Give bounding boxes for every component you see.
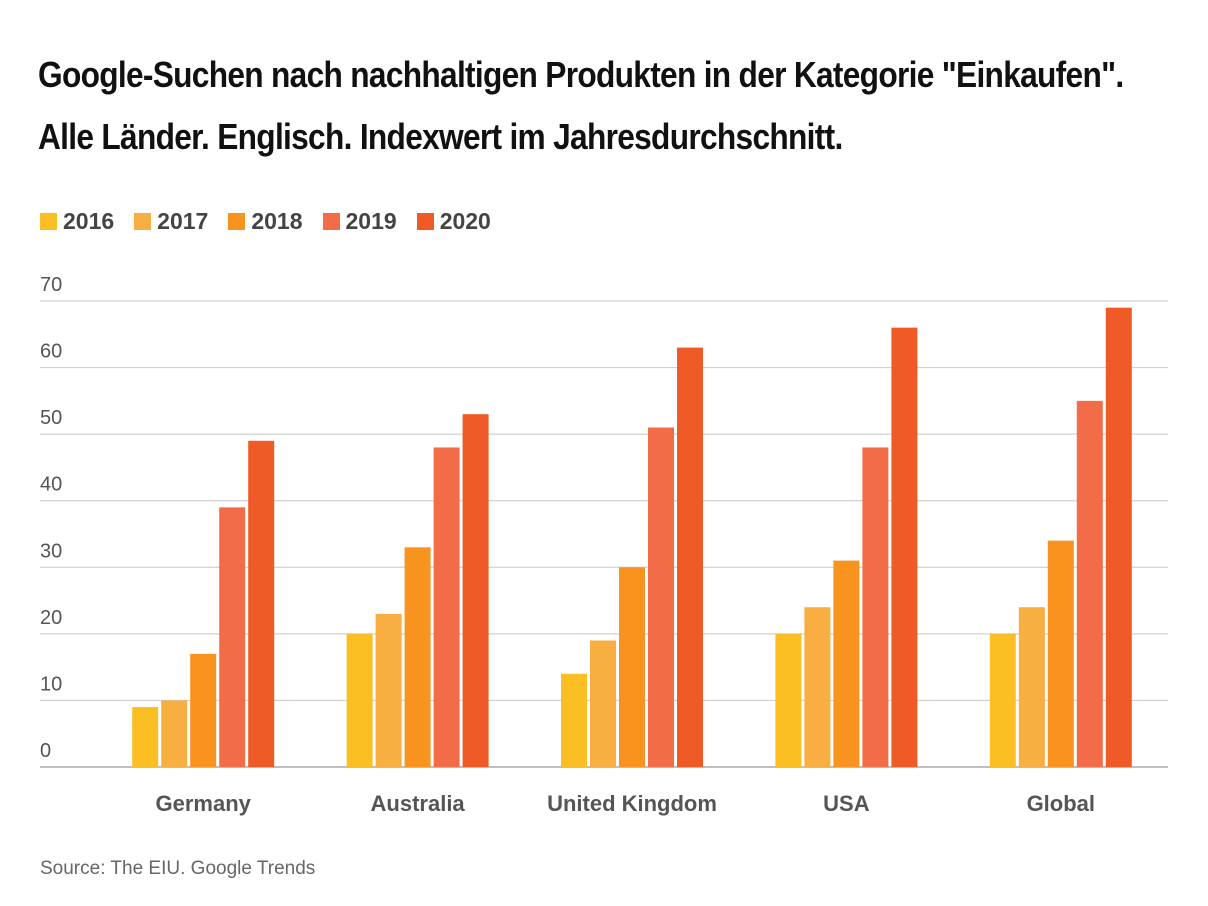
- bar-australia-2018: [404, 547, 431, 767]
- x-tick-label: USA: [823, 791, 870, 816]
- legend-swatch-2018: [228, 213, 246, 230]
- bar-global-2018: [1047, 540, 1074, 767]
- bar-australia-2016: [346, 633, 373, 767]
- x-tick-label: United Kingdom: [547, 791, 717, 816]
- legend-label-2017: 2017: [157, 208, 209, 234]
- legend-swatch-2020: [416, 213, 434, 230]
- x-tick-label: Germany: [156, 791, 252, 816]
- legend-label-2020: 2020: [439, 208, 491, 234]
- legend-item-2019: 2019: [322, 208, 397, 235]
- legend-swatch-2016: [40, 213, 57, 230]
- chart-title: Google-Suchen nach nachhaltigen Produkte…: [38, 44, 1124, 168]
- legend-item-2016: 2016: [40, 208, 114, 235]
- y-tick-label: 60: [40, 341, 62, 363]
- bar-united-kingdom-2016: [561, 673, 587, 767]
- y-tick-label: 70: [40, 274, 62, 296]
- bar-australia-2017: [375, 613, 402, 767]
- bar-united-kingdom-2018: [619, 567, 645, 767]
- legend-label-2019: 2019: [345, 208, 397, 234]
- bar-germany-2020: [248, 440, 275, 767]
- bar-usa-2018: [833, 560, 860, 767]
- bar-usa-2019: [862, 447, 889, 767]
- chart-title-line-2: Alle Länder. Englisch. Indexwert im Jahr…: [38, 116, 843, 157]
- bar-germany-2018: [190, 653, 217, 767]
- bar-global-2020: [1105, 307, 1132, 767]
- bar-usa-2020: [891, 327, 918, 767]
- bar-usa-2016: [775, 633, 802, 767]
- legend: 2016 2017 2018 2019 2020: [40, 208, 511, 235]
- bar-germany-2017: [161, 700, 188, 767]
- x-tick-label: Global: [1027, 791, 1095, 816]
- legend-item-2017: 2017: [134, 208, 208, 235]
- bar-united-kingdom-2017: [590, 640, 616, 767]
- legend-swatch-2017: [134, 213, 152, 230]
- bar-global-2017: [1018, 607, 1045, 767]
- legend-item-2018: 2018: [228, 208, 303, 235]
- bar-global-2016: [989, 633, 1016, 767]
- y-tick-label: 30: [40, 540, 62, 562]
- source-note: Source: The EIU. Google Trends: [40, 858, 316, 879]
- bar-global-2019: [1076, 400, 1103, 767]
- bar-germany-2019: [219, 507, 246, 767]
- y-tick-label: 10: [40, 673, 62, 695]
- bar-australia-2020: [462, 414, 489, 767]
- y-tick-label: 0: [40, 740, 51, 762]
- x-tick-label: Australia: [371, 791, 466, 816]
- bar-usa-2017: [804, 607, 831, 767]
- y-tick-label: 50: [40, 407, 62, 429]
- bar-germany-2016: [132, 707, 159, 767]
- legend-item-2020: 2020: [416, 208, 491, 235]
- bar-australia-2019: [433, 447, 460, 767]
- chart-title-line-1: Google-Suchen nach nachhaltigen Produkte…: [38, 54, 1124, 95]
- bar-united-kingdom-2019: [648, 427, 674, 767]
- legend-swatch-2019: [322, 213, 340, 230]
- legend-label-2016: 2016: [63, 208, 115, 234]
- y-tick-label: 40: [40, 474, 62, 496]
- y-tick-label: 20: [40, 607, 62, 629]
- legend-label-2018: 2018: [251, 208, 303, 234]
- bar-united-kingdom-2020: [677, 347, 703, 767]
